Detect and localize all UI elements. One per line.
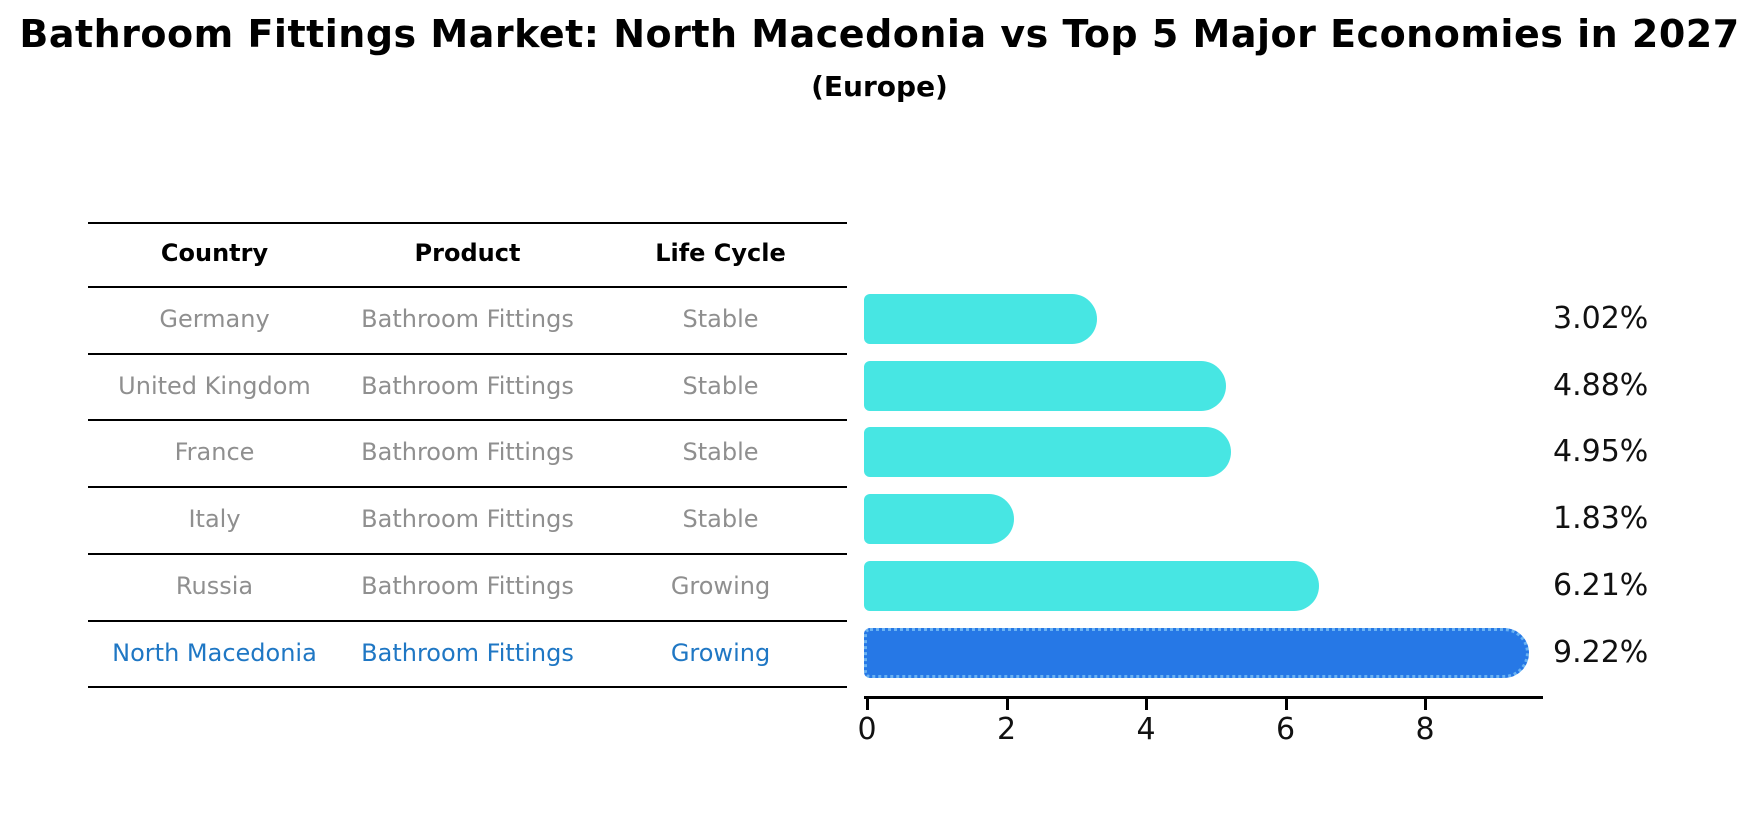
table-cell-country: United Kingdom [118,371,311,400]
bar-highlight [864,627,1530,678]
table-divider-line [88,286,847,288]
table-cell-product: Bathroom Fittings [361,505,574,534]
bar-value-label: 9.22% [1553,634,1649,670]
x-axis-tick [1145,699,1148,710]
table-header-country: Country [160,239,269,267]
table-cell-life-cycle: Stable [682,371,759,400]
x-axis-tick [866,699,869,710]
bar [864,360,1227,411]
x-axis-tick-label: 2 [996,712,1017,747]
table-header-life-cycle: Life Cycle [655,239,786,267]
table-divider-line [88,419,847,422]
table-header-product: Product [414,239,521,267]
table-cell-country: France [174,438,255,467]
x-axis-line [864,696,1543,699]
table-cell-product: Bathroom Fittings [361,638,574,667]
table-cell-product: Bathroom Fittings [361,438,574,467]
bar [864,494,1014,545]
table-cell-country: Italy [188,505,241,534]
x-axis-tick-label: 6 [1275,712,1296,747]
chart-subtitle: (Europe) [811,70,948,103]
table-cell-life-cycle: Stable [682,438,759,467]
bar [864,294,1097,344]
bar-value-label: 3.02% [1553,301,1649,336]
bar-value-label: 6.21% [1553,567,1649,603]
bar-value-label: 1.83% [1553,501,1649,537]
table-cell-life-cycle: Stable [682,305,759,333]
table-divider-line [88,222,847,224]
bar [864,427,1232,478]
x-axis-tick [1424,699,1427,710]
table-cell-product: Bathroom Fittings [361,571,574,600]
bar-value-label: 4.95% [1553,434,1649,470]
x-axis-tick-label: 4 [1136,712,1156,747]
table-cell-life-cycle: Growing [670,571,771,600]
table-cell-country: Germany [159,305,270,333]
x-axis-tick-label: 0 [857,712,877,747]
chart-title: Bathroom Fittings Market: North Macedoni… [19,12,1740,56]
x-axis-tick [1005,699,1009,710]
table-divider-line [88,352,847,355]
table-divider-line [88,486,847,489]
table-cell-product: Bathroom Fittings [361,371,574,400]
table-cell-life-cycle: Stable [682,505,759,534]
table-divider-line [88,552,847,555]
bar-value-label: 4.88% [1553,367,1649,403]
table-divider-line [88,619,847,622]
table-divider-line [88,686,847,689]
table-cell-country: North Macedonia [112,638,317,667]
table-cell-product: Bathroom Fittings [361,305,574,333]
table-cell-country: Russia [175,571,254,600]
bar [864,560,1320,611]
x-axis-tick-label: 8 [1415,712,1435,747]
x-axis-tick [1284,699,1288,710]
table-cell-life-cycle: Growing [670,638,771,667]
